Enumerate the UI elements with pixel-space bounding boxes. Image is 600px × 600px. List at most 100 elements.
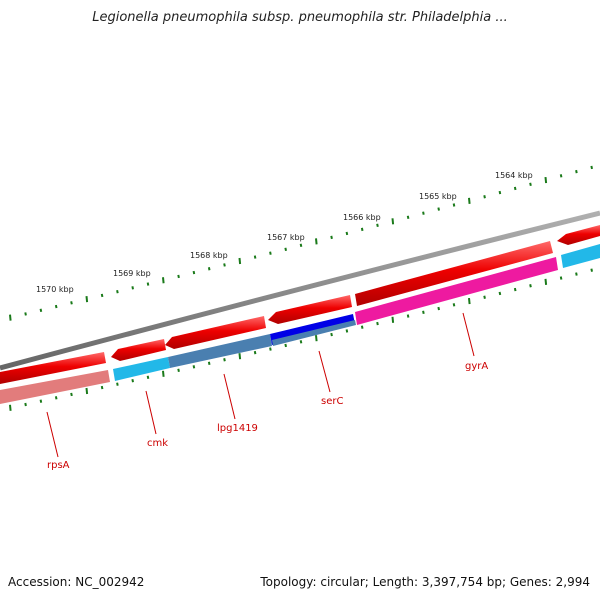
tick-mark [559, 174, 563, 178]
tick-mark [253, 255, 257, 259]
tick-mark [590, 165, 593, 170]
tick-mark [360, 227, 364, 232]
genome-backbone [0, 210, 600, 371]
tick-mark [513, 287, 517, 292]
tick-mark [162, 277, 165, 284]
gene-rpsA-bar[interactable] [0, 370, 110, 404]
tick-mark [299, 243, 303, 248]
gyrA-leader-line [462, 312, 475, 357]
gene-gyrA-bar[interactable] [355, 257, 558, 325]
tick-mark [223, 358, 226, 362]
reverse-strand [0, 244, 600, 404]
lpg1419-leader-line [223, 373, 236, 420]
kbp-label-1564: 1564 kbp [495, 171, 533, 180]
topology-text: Topology: circular; Length: 3,397,754 bp… [260, 575, 590, 589]
tick-mark [269, 251, 272, 255]
tick-mark [437, 207, 440, 211]
tick-mark [54, 396, 58, 400]
forward-strand [0, 225, 600, 384]
map-title: Legionella pneumophila subsp. pneumophil… [92, 10, 508, 25]
forward-gene-arrow[interactable] [165, 316, 266, 349]
forward-gene-arrow[interactable] [268, 295, 352, 324]
gene-label-gyrA[interactable]: gyrA [465, 361, 488, 372]
tick-mark [85, 387, 89, 395]
tick-mark [452, 303, 456, 307]
tick-mark [131, 286, 134, 290]
tick-mark [391, 218, 395, 225]
tick-mark [529, 284, 532, 288]
tick-mark [9, 404, 12, 411]
tick-mark [422, 310, 425, 315]
tick-mark [330, 332, 333, 337]
tick-mark [70, 392, 73, 397]
tick-mark [177, 368, 180, 373]
forward-gene-arrow[interactable] [0, 352, 106, 384]
tick-mark [437, 306, 440, 311]
tick-mark [146, 375, 150, 379]
tick-mark [376, 321, 379, 326]
tick-mark [544, 176, 548, 184]
gene-cmk-bar[interactable] [113, 357, 170, 381]
outer-ticks [9, 165, 593, 321]
reverse-gene-bar[interactable] [561, 244, 600, 268]
tick-mark [452, 203, 456, 207]
tick-mark [529, 182, 532, 186]
tick-mark [345, 231, 349, 236]
tick-mark [269, 347, 272, 351]
gene-lpg1419-bar[interactable] [168, 334, 272, 368]
tick-mark [498, 291, 502, 296]
serC-leader-line [318, 350, 331, 393]
tick-mark [483, 295, 486, 299]
tick-mark [223, 263, 226, 267]
gene-label-serC[interactable]: serC [321, 396, 343, 407]
kbp-label-1565: 1565 kbp [419, 192, 457, 201]
gene-label-cmk[interactable]: cmk [147, 438, 168, 449]
tick-mark [131, 379, 134, 383]
tick-mark [9, 314, 12, 321]
inner-ticks [9, 268, 593, 411]
tick-mark [100, 293, 104, 298]
tick-mark [146, 282, 150, 286]
tick-mark [24, 312, 27, 316]
forward-gene-arrow[interactable] [111, 339, 166, 361]
tick-mark [315, 335, 318, 342]
tick-mark [483, 195, 486, 199]
tick-mark [406, 215, 410, 219]
tick-mark [238, 257, 242, 265]
tick-mark [162, 370, 165, 377]
tick-mark [575, 272, 578, 276]
tick-mark [544, 278, 548, 285]
kbp-label-1566: 1566 kbp [343, 213, 381, 222]
tick-mark [24, 402, 27, 407]
tick-mark [85, 296, 89, 303]
tick-mark [284, 247, 287, 251]
kbp-label-1570: 1570 kbp [36, 285, 74, 294]
tick-mark [498, 190, 502, 195]
tick-mark [468, 197, 471, 204]
accession-text: Accession: NC_002942 [8, 575, 145, 589]
tick-mark [391, 316, 395, 323]
tick-mark [360, 325, 364, 329]
gene-label-rpsA[interactable]: rpsA [47, 460, 70, 471]
tick-mark [116, 289, 119, 294]
tick-mark [315, 238, 318, 245]
tick-mark [406, 314, 410, 318]
tick-mark [345, 329, 349, 333]
forward-gene-arrow[interactable] [355, 241, 553, 306]
tick-mark [192, 365, 196, 369]
tick-mark [575, 169, 578, 174]
tick-mark [116, 382, 119, 386]
tick-mark [39, 308, 43, 312]
tick-mark [253, 350, 257, 355]
tick-mark [238, 353, 242, 360]
tick-mark [299, 340, 303, 344]
gene-serC-lower-bar[interactable] [272, 320, 356, 346]
forward-gene-arrow[interactable] [557, 225, 600, 245]
cmk-leader-line [145, 390, 157, 435]
tick-mark [513, 186, 517, 191]
gene-label-lpg1419[interactable]: lpg1419 [217, 423, 258, 434]
tick-mark [177, 274, 180, 279]
kbp-label-1567: 1567 kbp [267, 233, 305, 242]
kbp-label-1568: 1568 kbp [190, 251, 228, 260]
